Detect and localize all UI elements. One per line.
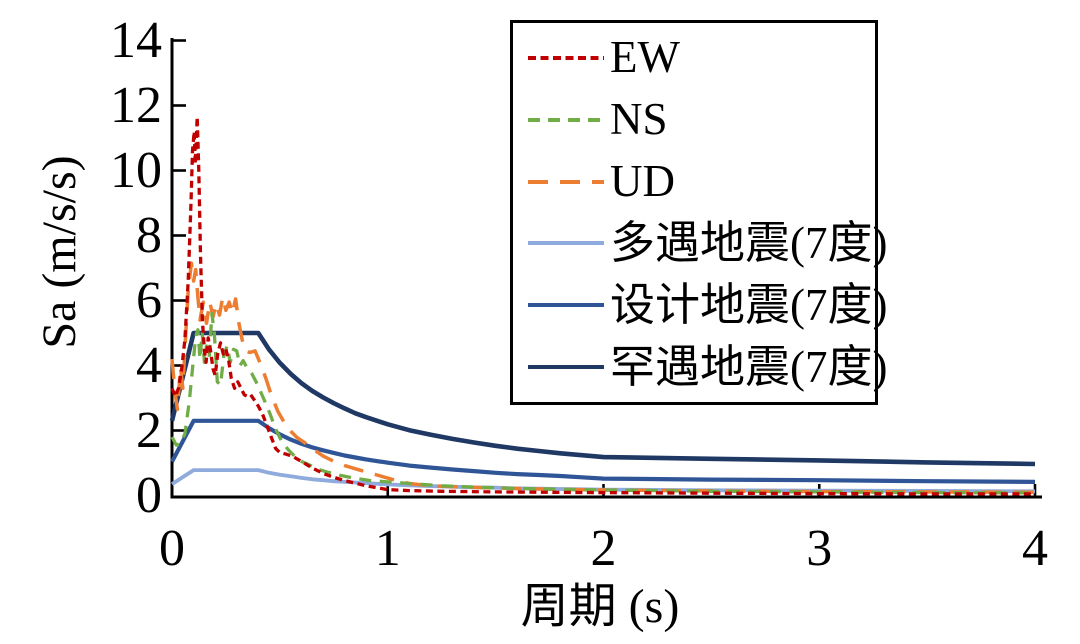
x-tick-label: 2 [590,520,617,577]
ns-line-sample-icon [528,117,604,122]
legend-item-ud: UD [527,159,875,204]
design-line-sample-icon [528,303,604,308]
x-axis-title: 周期 (s) [520,580,680,633]
y-tick-label: 8 [136,206,162,264]
legend-item-rare: 罕遇地震(7度) [527,344,887,390]
x-tick-label: 4 [1022,520,1048,577]
legend-item-design: 设计地震(7度) [527,282,887,328]
legend: EW NS UD 多遇地震(7度) 设计地震(7度) [510,20,887,405]
rare-line-sample-icon [528,365,604,370]
series-line-ns [170,311,1036,495]
legend-label-rare: 罕遇地震(7度) [610,341,888,392]
legend-label-frequent-earthquake: UD [610,156,675,207]
y-tick-label: 10 [110,141,162,199]
series-line-ud [170,261,1036,495]
y-tick-label: 14 [110,11,162,69]
legend-label-design: 设计地震(7度) [610,279,888,330]
ud-line-sample-icon [528,179,604,184]
legend-label-frequent: 多遇地震(7度) [610,217,888,268]
y-tick-label: 2 [136,401,162,459]
y-axis-title: Sa (m/s/s) [33,155,86,349]
x-tick-label: 1 [374,520,401,577]
legend-label-ns: NS [610,94,668,145]
x-tick-label: 3 [806,520,833,577]
y-tick-label: 12 [110,76,162,134]
legend-item-ew: EW [527,35,875,80]
legend-label-ew: EW [610,32,680,83]
legend-item-frequent: 多遇地震(7度) [527,220,887,266]
y-tick-label: 4 [136,336,162,394]
y-tick-label: 0 [136,466,162,524]
series-line-design [170,418,1036,484]
frequent-line-sample-icon [528,241,604,246]
legend-item-ns: NS [527,97,875,142]
series-line-rare [169,330,1036,467]
x-tick-label: 0 [159,520,185,577]
y-tick-label: 6 [136,271,162,329]
series-line-ew [170,115,1035,496]
ew-line-sample-icon [528,55,604,60]
